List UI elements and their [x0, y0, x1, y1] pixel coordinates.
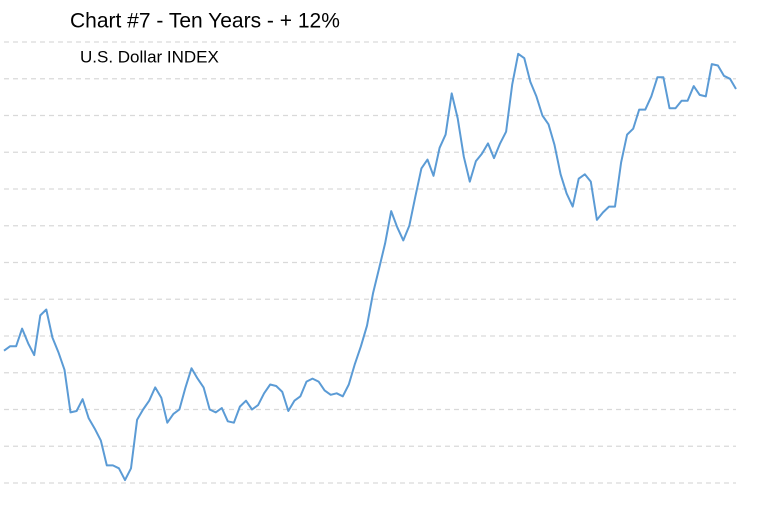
- data-line: [3, 52, 737, 482]
- chart-subtitle: U.S. Dollar INDEX: [80, 47, 219, 66]
- chart-title: Chart #7 - Ten Years - + 12%: [70, 10, 340, 33]
